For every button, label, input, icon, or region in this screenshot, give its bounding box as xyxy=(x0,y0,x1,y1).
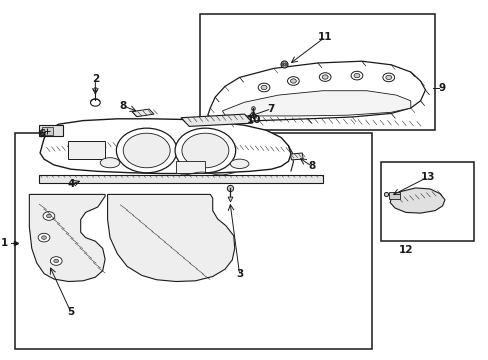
Polygon shape xyxy=(181,114,252,126)
Ellipse shape xyxy=(230,159,248,168)
Bar xyxy=(176,161,205,173)
Text: 11: 11 xyxy=(317,32,332,42)
Circle shape xyxy=(353,73,359,78)
Circle shape xyxy=(46,214,51,218)
Circle shape xyxy=(175,128,235,173)
Bar xyxy=(68,141,105,159)
Bar xyxy=(15,133,371,349)
Text: 13: 13 xyxy=(420,172,434,182)
Text: 8: 8 xyxy=(120,101,126,111)
Text: 9: 9 xyxy=(438,83,445,93)
Bar xyxy=(39,125,62,136)
Polygon shape xyxy=(132,109,154,117)
Text: 7: 7 xyxy=(267,104,275,114)
Bar xyxy=(388,176,464,223)
Polygon shape xyxy=(389,188,444,213)
Bar xyxy=(200,14,434,130)
Text: 3: 3 xyxy=(236,269,243,279)
Circle shape xyxy=(350,71,362,80)
Circle shape xyxy=(50,257,62,265)
Polygon shape xyxy=(29,194,105,282)
Polygon shape xyxy=(290,153,303,160)
Circle shape xyxy=(290,79,296,83)
Text: 5: 5 xyxy=(67,307,74,317)
Text: 4: 4 xyxy=(67,179,75,189)
Circle shape xyxy=(319,73,330,81)
Circle shape xyxy=(41,236,46,239)
Circle shape xyxy=(382,73,394,82)
Circle shape xyxy=(123,133,170,168)
Circle shape xyxy=(258,83,269,92)
Polygon shape xyxy=(107,194,234,282)
Circle shape xyxy=(385,75,391,80)
Bar xyxy=(381,162,473,241)
Circle shape xyxy=(54,259,59,263)
Text: 10: 10 xyxy=(246,115,261,125)
Text: 8: 8 xyxy=(308,161,315,171)
Circle shape xyxy=(261,85,266,90)
Polygon shape xyxy=(207,61,425,122)
Circle shape xyxy=(38,233,50,242)
Circle shape xyxy=(43,212,55,220)
Text: 1: 1 xyxy=(1,238,8,248)
Circle shape xyxy=(116,128,177,173)
Circle shape xyxy=(287,77,299,85)
Ellipse shape xyxy=(100,158,120,168)
Circle shape xyxy=(322,75,327,79)
Text: 12: 12 xyxy=(398,245,412,255)
Polygon shape xyxy=(222,91,410,116)
Text: 2: 2 xyxy=(92,74,99,84)
Text: 6: 6 xyxy=(38,129,45,139)
Bar xyxy=(42,127,53,135)
Circle shape xyxy=(182,133,228,168)
Bar xyxy=(388,192,399,199)
Polygon shape xyxy=(40,119,290,174)
Bar xyxy=(39,175,322,183)
